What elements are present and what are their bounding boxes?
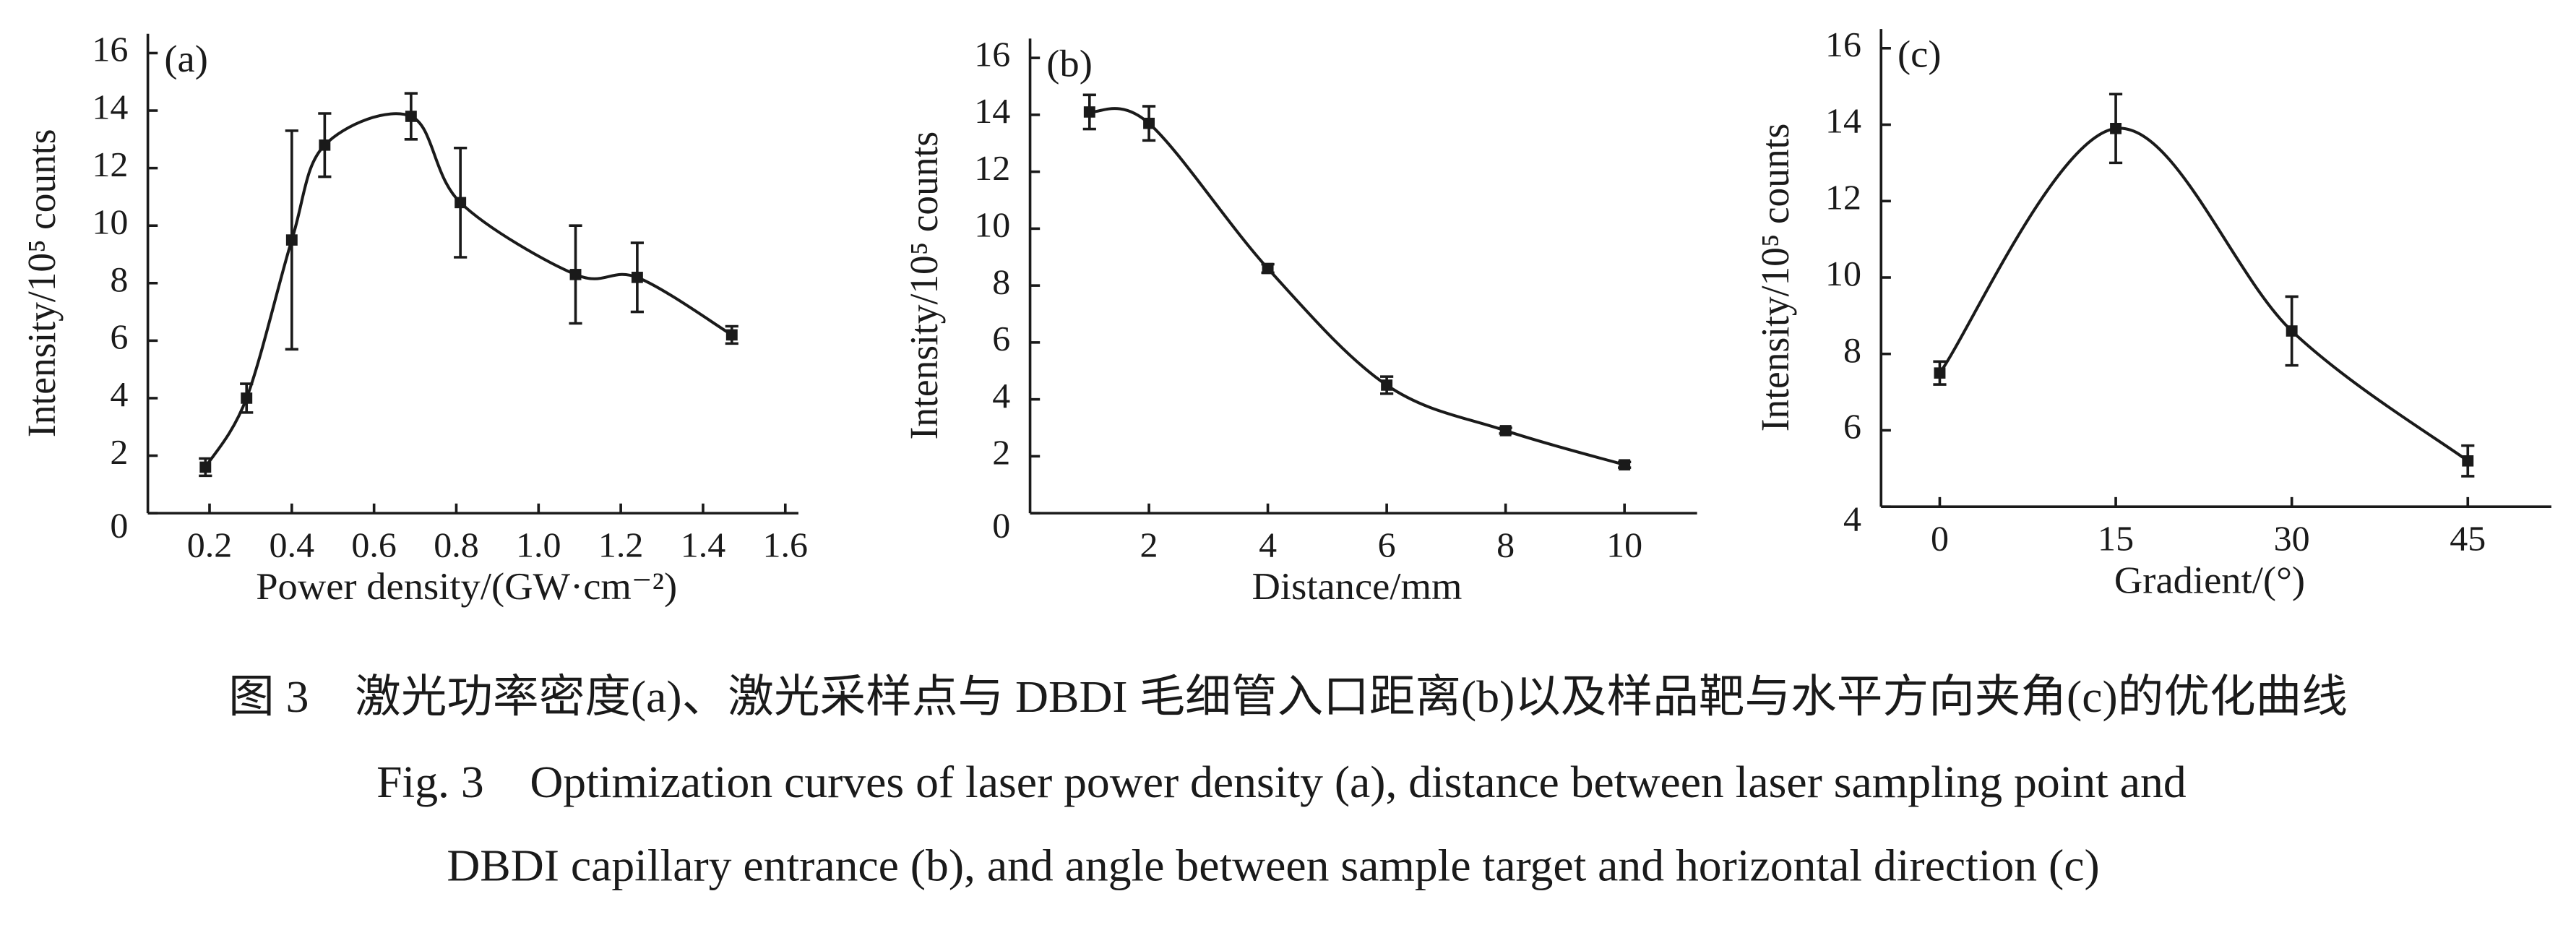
- y-tick-label: 16: [92, 30, 128, 69]
- caption-en: Fig. 3 Optimization curves of laser powe…: [376, 757, 2187, 806]
- y-tick-label: 0: [110, 506, 128, 545]
- x-tick-label: 0.8: [434, 525, 479, 564]
- y-axis-title: Intensity/10⁵ counts: [903, 132, 947, 440]
- panel-label: (c): [1897, 33, 1942, 75]
- data-point: [2286, 325, 2298, 337]
- data-point: [2110, 123, 2122, 134]
- data-point: [569, 269, 582, 280]
- panel-label: (b): [1046, 42, 1093, 85]
- data-point: [1083, 106, 1095, 118]
- data-point: [199, 461, 212, 473]
- y-tick-label: 12: [1825, 178, 1861, 217]
- caption-cn: 图 3 激光功率密度(a)、激光采样点与 DBDI 毛细管入口距离(b)以及样品…: [228, 671, 2348, 721]
- panel-label: (a): [164, 38, 208, 80]
- x-tick-label: 30: [2274, 519, 2310, 558]
- data-point: [285, 234, 298, 246]
- x-tick-label: 1.6: [763, 525, 809, 564]
- caption-en: DBDI capillary entrance (b), and angle b…: [447, 840, 2099, 890]
- x-tick-label: 1.4: [681, 525, 726, 564]
- data-point: [405, 111, 417, 122]
- data-point: [725, 329, 738, 341]
- y-tick-label: 6: [992, 319, 1010, 358]
- y-tick-label: 14: [92, 87, 128, 126]
- y-tick-label: 4: [110, 375, 128, 414]
- data-point: [1934, 367, 1946, 379]
- y-tick-label: 10: [974, 205, 1010, 244]
- data-point: [1499, 425, 1512, 436]
- y-tick-label: 14: [1825, 101, 1861, 140]
- x-tick-label: 0: [1931, 519, 1949, 558]
- fit-curve: [204, 112, 733, 468]
- y-tick-label: 16: [974, 35, 1010, 74]
- fit-curve: [1089, 107, 1625, 467]
- x-tick-label: 10: [1606, 525, 1642, 564]
- x-axis-title: Power density/(GW·cm⁻²): [256, 565, 677, 608]
- x-tick-label: 0.4: [270, 525, 315, 564]
- data-point: [319, 139, 331, 151]
- x-tick-label: 2: [1140, 525, 1158, 564]
- y-axis-title: Intensity/10⁵ counts: [20, 129, 64, 437]
- x-tick-label: 8: [1496, 525, 1515, 564]
- y-tick-label: 16: [1825, 25, 1861, 64]
- y-tick-label: 6: [1843, 407, 1861, 446]
- x-tick-label: 15: [2098, 519, 2134, 558]
- data-point: [1143, 117, 1155, 129]
- data-point: [241, 392, 253, 404]
- x-tick-label: 1.0: [516, 525, 561, 564]
- x-tick-label: 0.2: [187, 525, 233, 564]
- y-tick-label: 14: [974, 92, 1010, 131]
- fit-curve: [1938, 126, 2469, 462]
- y-tick-label: 12: [92, 145, 128, 184]
- y-tick-label: 2: [992, 433, 1010, 472]
- y-tick-label: 6: [110, 317, 128, 356]
- data-point: [631, 272, 643, 283]
- y-tick-label: 8: [110, 259, 128, 298]
- x-tick-label: 4: [1259, 525, 1277, 564]
- y-axis-title: Intensity/10⁵ counts: [1753, 124, 1797, 432]
- y-tick-label: 4: [1843, 499, 1861, 538]
- x-tick-label: 45: [2450, 519, 2486, 558]
- y-tick-label: 10: [92, 202, 128, 241]
- x-tick-label: 6: [1378, 525, 1396, 564]
- x-tick-label: 0.6: [351, 525, 397, 564]
- y-tick-label: 12: [974, 148, 1010, 187]
- data-point: [455, 197, 467, 209]
- x-axis-title: Gradient/(°): [2114, 559, 2305, 601]
- y-tick-label: 0: [992, 506, 1010, 545]
- y-tick-label: 8: [1843, 330, 1861, 369]
- x-tick-label: 1.2: [598, 525, 644, 564]
- data-point: [2462, 455, 2474, 467]
- y-tick-label: 8: [992, 262, 1010, 301]
- y-tick-label: 4: [992, 376, 1010, 415]
- x-axis-title: Distance/mm: [1252, 565, 1463, 608]
- y-tick-label: 2: [110, 432, 128, 471]
- data-point: [1381, 379, 1393, 391]
- data-point: [1262, 262, 1274, 275]
- data-point: [1619, 459, 1631, 470]
- y-tick-label: 10: [1825, 254, 1861, 293]
